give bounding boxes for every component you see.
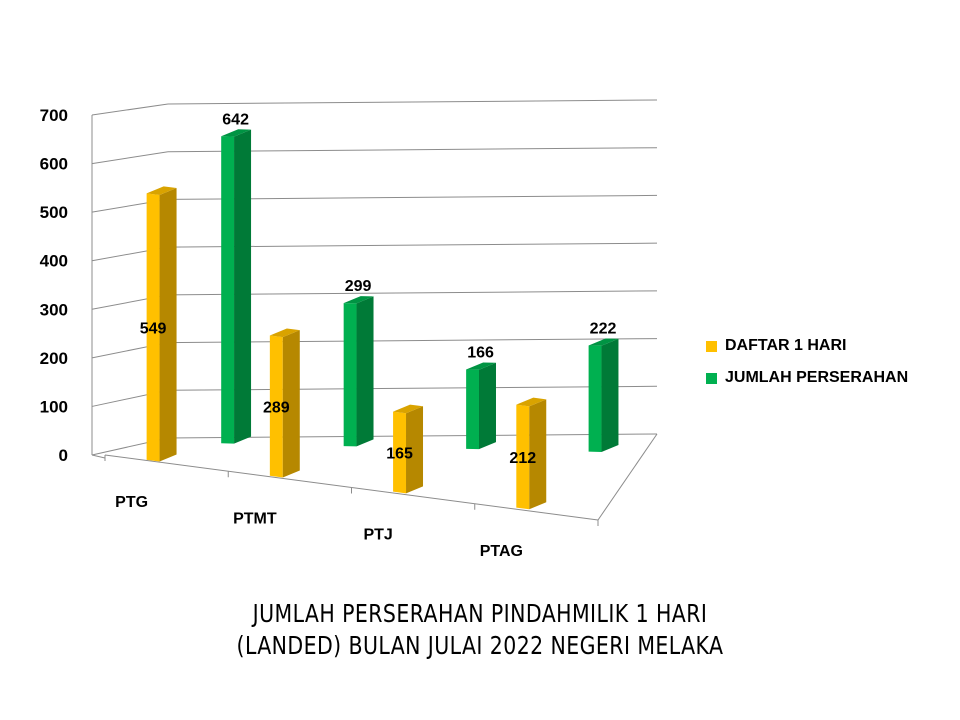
chart-title: JUMLAH PERSERAHAN PINDAHMILIK 1 HARI (LA… (86, 598, 873, 662)
bar-front (588, 345, 602, 452)
chart-title-line-2: (LANDED) BULAN JULAI 2022 NEGERI MELAKA (236, 631, 724, 660)
bar (343, 296, 374, 447)
bar-top (516, 397, 547, 407)
y-tick-label: 100 (40, 397, 68, 416)
y-tick-label: 0 (59, 446, 68, 465)
bar-side (234, 129, 252, 444)
bar-side (282, 330, 300, 478)
y-tick-label: 700 (40, 106, 68, 125)
data-labels: 642 549 299 289 166 165 222 212 (140, 111, 617, 467)
bar-front (466, 369, 479, 450)
bar-front (221, 136, 235, 444)
bar-top (343, 296, 374, 304)
legend-swatch-jumlah (706, 372, 717, 384)
x-tick-label: PTAG (480, 543, 523, 560)
legend-swatch-daftar (706, 340, 717, 352)
legend-item: JUMLAH PERSERAHAN (706, 362, 908, 394)
y-tick-label: 600 (40, 155, 68, 174)
floor-right-edge (597, 433, 658, 521)
bar-top (393, 404, 424, 414)
bar-front (393, 411, 407, 494)
bar-side (529, 399, 547, 510)
bar-side (356, 296, 374, 447)
bar-front (269, 335, 283, 478)
bar (516, 397, 547, 510)
data-label: 549 (140, 320, 167, 337)
bar-side (159, 187, 177, 462)
bar (393, 404, 424, 494)
data-label: 299 (345, 278, 372, 295)
bar-top (146, 186, 177, 195)
x-tick-label: PTG (115, 494, 148, 511)
bar (466, 362, 496, 450)
bar-side (601, 338, 619, 452)
bar-side (406, 406, 424, 494)
legend-label: JUMLAH PERSERAHAN (725, 369, 909, 386)
data-label: 222 (590, 321, 617, 338)
legend: DAFTAR 1 HARI JUMLAH PERSERAHAN (706, 330, 908, 394)
y-tick-label: 200 (40, 349, 68, 368)
bar (146, 186, 177, 462)
chart-title-line-1: JUMLAH PERSERAHAN PINDAHMILIK 1 HARI (252, 599, 708, 628)
legend-item: DAFTAR 1 HARI (706, 330, 908, 362)
bar (269, 328, 300, 478)
gridline-side (91, 151, 169, 165)
bar-front (516, 404, 530, 510)
data-label: 289 (263, 399, 290, 416)
y-tick-label: 500 (40, 203, 68, 222)
gridline (167, 99, 658, 105)
data-label: 642 (222, 111, 249, 128)
gridlines (91, 99, 658, 456)
legend-label: DAFTAR 1 HARI (725, 337, 847, 354)
data-label: 166 (467, 344, 494, 361)
bars (146, 129, 619, 510)
bar-side (478, 362, 496, 450)
bar (588, 338, 619, 452)
x-axis-categories: PTG PTMT PTJ PTAG (115, 494, 523, 560)
x-tick-label: PTMT (233, 510, 277, 527)
bar-front (343, 303, 357, 447)
data-label: 165 (386, 445, 413, 462)
y-tick-label: 400 (40, 252, 68, 271)
bar-top (466, 362, 496, 370)
floor-left-edge (91, 454, 106, 459)
gridline-side (91, 103, 169, 116)
y-tick-label: 300 (40, 300, 68, 319)
bar (221, 129, 252, 444)
x-tick-label: PTJ (363, 527, 392, 544)
bar-top (221, 129, 252, 137)
y-axis-ticks: 0 100 200 300 400 500 600 700 (40, 106, 68, 465)
data-label: 212 (509, 450, 536, 467)
bar-top (588, 338, 619, 346)
bar-front (146, 193, 160, 462)
chart-walls (91, 115, 658, 526)
bar-top (269, 328, 300, 338)
